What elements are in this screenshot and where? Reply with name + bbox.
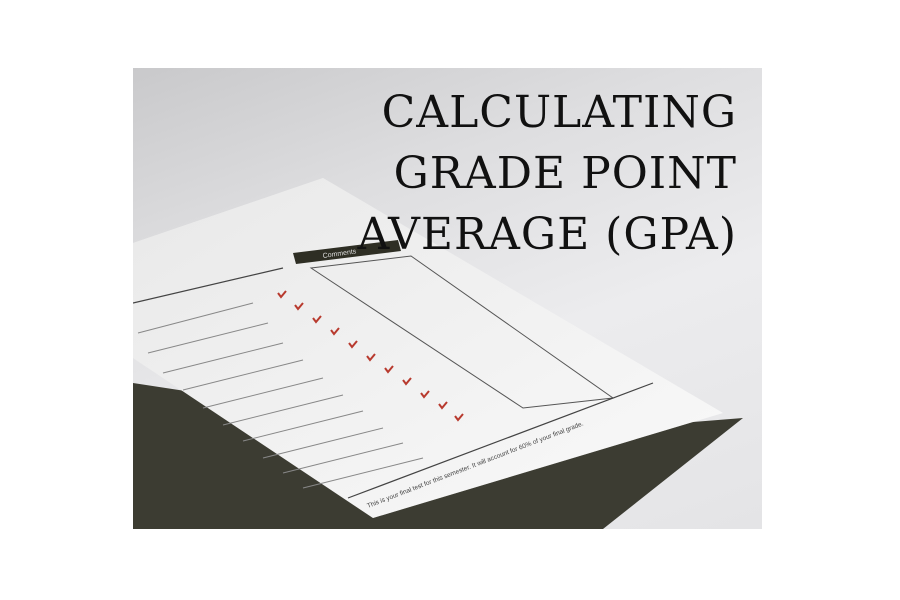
title-line-2: GRADE POINT [393, 148, 737, 199]
title-line-1: CALCULATING [381, 87, 737, 138]
page-title: CALCULATING GRADE POINT AVERAGE (GPA) [358, 82, 737, 265]
checkmarks [277, 290, 464, 422]
comments-header-bar [293, 240, 401, 264]
answer-rows [137, 302, 424, 489]
test-paper-illustration: Comments This is your final test for thi… [133, 178, 743, 529]
title-line-3: AVERAGE (GPA) [357, 209, 737, 260]
gpa-photo: Comments This is your final test for thi… [133, 68, 762, 529]
comments-heading: Comments [322, 248, 357, 260]
